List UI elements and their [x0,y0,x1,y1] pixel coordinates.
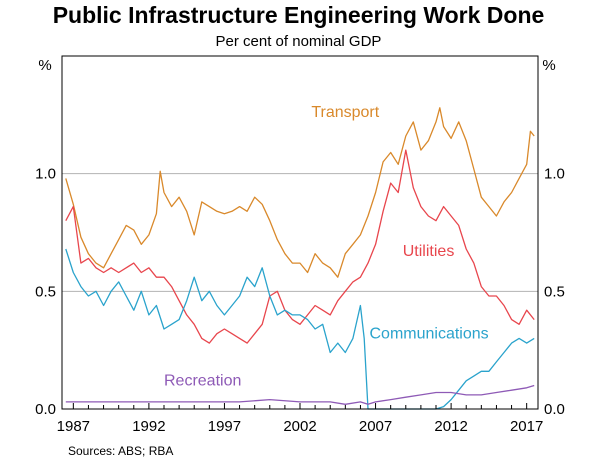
x-tick-label: 1992 [132,418,165,435]
y-tick-label-left: 1.0 [35,166,56,183]
series-line-recreation [65,384,535,405]
x-tick-label: 1987 [57,418,90,435]
y-tick-label-left: 0.0 [35,401,56,418]
series-labels: Transport Utilities Communications Recreati… [164,104,489,389]
series-label-recreation: Recreation [164,372,241,389]
y-tick-label-right: 0.0 [544,401,565,418]
gridlines [62,173,538,292]
series-label-utilities: Utilities [403,243,455,260]
x-tick-label: 2017 [510,418,543,435]
y-tick-label-right: 0.5 [544,283,565,300]
series-line-transport [65,107,535,278]
series-line-utilities [65,149,535,344]
y-tick-label-left: 0.5 [35,283,56,300]
x-tick-label: 2012 [434,418,467,435]
y-unit-left: % [38,57,51,74]
chart-title: Public Infrastructure Engineering Work D… [52,2,545,28]
y-unit-right: % [542,57,555,74]
plot-frame [61,55,539,410]
x-tick-label: 1997 [208,418,241,435]
x-tick-label: 2002 [283,418,316,435]
series-label-communications: Communications [370,325,489,342]
series-label-transport: Transport [311,104,379,121]
series-line-communications [65,248,535,410]
axes: % % 0.0 0.0 0.5 0.5 1.0 1.0 1987 1992 1997 2002 20… [35,57,565,435]
series-lines [65,107,535,410]
chart-subtitle: Per cent of nominal GDP [215,33,382,50]
sources-note: Sources: ABS; RBA [68,444,174,458]
y-tick-label-right: 1.0 [544,166,565,183]
x-tick-label: 2007 [359,418,392,435]
